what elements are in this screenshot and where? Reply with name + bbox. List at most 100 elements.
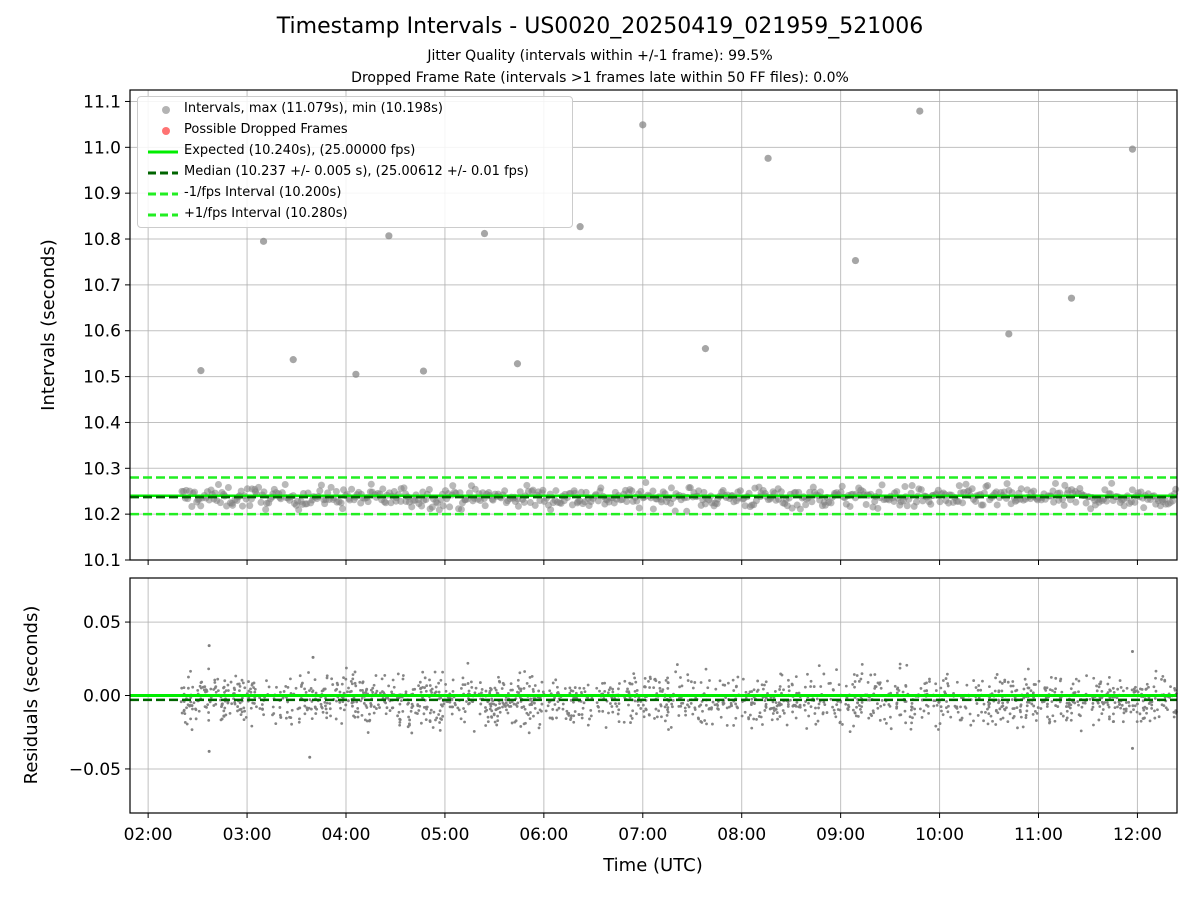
residual-point bbox=[616, 712, 620, 716]
residual-point bbox=[331, 683, 335, 686]
residual-point bbox=[580, 691, 583, 694]
residual-point bbox=[786, 703, 790, 706]
interval-point bbox=[539, 486, 547, 494]
residual-point bbox=[622, 720, 626, 724]
residual-point bbox=[859, 707, 862, 711]
interval-point bbox=[1072, 498, 1080, 506]
residual-point bbox=[686, 699, 690, 702]
residual-point bbox=[1120, 703, 1124, 707]
residual-point bbox=[400, 699, 403, 703]
residual-point bbox=[681, 701, 685, 705]
interval-point bbox=[316, 487, 324, 495]
residual-point bbox=[311, 690, 314, 694]
residual-point bbox=[1019, 710, 1022, 714]
residual-point bbox=[964, 706, 968, 710]
residual-point bbox=[1153, 697, 1157, 700]
residual-point bbox=[588, 717, 591, 721]
residual-point bbox=[536, 711, 540, 715]
residual-point bbox=[398, 723, 402, 727]
residual-point bbox=[1025, 709, 1029, 713]
residual-point bbox=[904, 721, 908, 725]
residual-point bbox=[986, 700, 990, 704]
residual-point bbox=[305, 706, 309, 710]
residual-point bbox=[773, 690, 777, 693]
residual-point bbox=[572, 700, 575, 704]
residual-point bbox=[693, 681, 697, 684]
residual-point bbox=[910, 721, 913, 725]
residual-point bbox=[1088, 697, 1092, 701]
residual-point bbox=[544, 709, 548, 713]
residual-point bbox=[763, 709, 767, 712]
residual-point bbox=[752, 688, 756, 692]
residual-point bbox=[563, 687, 567, 690]
residual-point bbox=[790, 682, 794, 686]
residual-point bbox=[498, 706, 501, 710]
residual-point bbox=[758, 711, 762, 715]
residual-point bbox=[191, 685, 195, 689]
residual-point bbox=[418, 680, 422, 684]
residual-point bbox=[771, 700, 775, 704]
residual-point bbox=[853, 685, 856, 689]
residual-point bbox=[438, 721, 442, 724]
residual-point bbox=[589, 708, 593, 712]
residual-point bbox=[1026, 686, 1030, 690]
residual-point bbox=[438, 728, 442, 732]
residual-point bbox=[1071, 700, 1075, 704]
residual-point bbox=[498, 702, 501, 706]
residual-point bbox=[338, 690, 342, 694]
residual-point bbox=[391, 678, 395, 682]
residual-point bbox=[258, 707, 262, 710]
residual-point bbox=[577, 713, 581, 716]
residual-point bbox=[1162, 704, 1166, 708]
residual-point bbox=[779, 703, 783, 706]
residual-point bbox=[814, 722, 818, 726]
interval-point bbox=[912, 498, 920, 506]
residual-point bbox=[974, 686, 978, 689]
residual-point bbox=[407, 715, 410, 719]
residual-point bbox=[607, 711, 610, 715]
residual-point bbox=[580, 716, 584, 720]
legend-item-minus-fps: -1/fps Interval (10.200s) bbox=[138, 183, 572, 204]
interval-point bbox=[1082, 499, 1090, 507]
residual-point bbox=[663, 719, 667, 723]
interval-point bbox=[1060, 501, 1068, 509]
residual-point bbox=[901, 690, 905, 694]
residual-point bbox=[568, 686, 572, 690]
interval-point bbox=[216, 499, 224, 507]
residual-point bbox=[329, 714, 332, 718]
residual-point bbox=[975, 702, 979, 705]
residual-point bbox=[882, 703, 886, 707]
residual-point bbox=[1132, 708, 1135, 712]
top-reference-lines bbox=[130, 476, 1177, 516]
residual-point bbox=[1079, 714, 1082, 718]
residual-point bbox=[538, 708, 542, 712]
residual-point bbox=[607, 688, 611, 692]
residual-point bbox=[1150, 707, 1154, 710]
residual-point bbox=[935, 703, 939, 707]
residual-point bbox=[461, 676, 465, 680]
residual-point bbox=[207, 711, 210, 714]
residual-point bbox=[752, 717, 756, 721]
x-tick-label: 10:00 bbox=[915, 825, 964, 845]
interval-point bbox=[425, 486, 433, 494]
residual-point bbox=[997, 689, 1001, 693]
residual-point bbox=[396, 714, 399, 718]
residual-point bbox=[859, 677, 863, 681]
residual-point bbox=[342, 691, 346, 695]
residual-point bbox=[711, 700, 715, 704]
residual-point bbox=[1060, 690, 1064, 694]
residual-point bbox=[689, 701, 693, 705]
residual-point bbox=[583, 690, 587, 694]
residual-point bbox=[497, 679, 501, 683]
residual-point bbox=[741, 677, 745, 681]
residual-point bbox=[207, 718, 211, 722]
residual-point bbox=[713, 703, 717, 707]
residual-point bbox=[725, 723, 729, 727]
interval-point bbox=[806, 488, 814, 496]
residual-point bbox=[1041, 700, 1044, 704]
residual-point bbox=[838, 721, 842, 725]
residual-point bbox=[855, 674, 859, 677]
residual-point bbox=[652, 686, 656, 690]
top-axes-frame bbox=[129, 89, 1178, 561]
residual-point bbox=[879, 686, 883, 690]
